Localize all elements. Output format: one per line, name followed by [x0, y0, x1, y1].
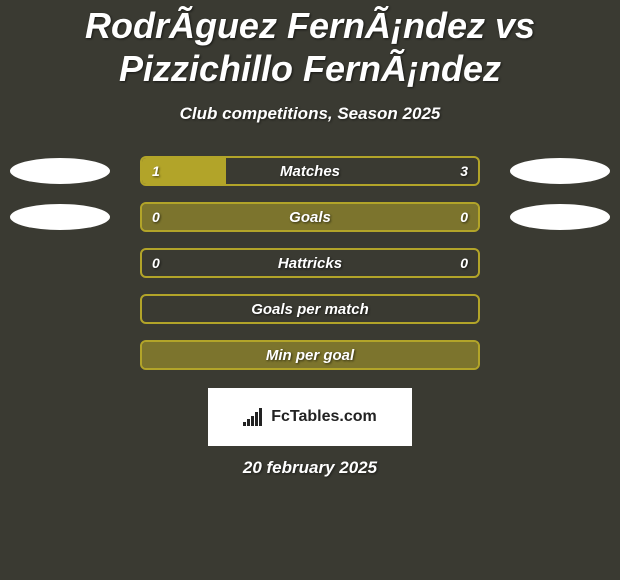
stat-bar: 0 0 Goals — [140, 202, 480, 232]
stat-label: Hattricks — [278, 255, 342, 272]
player-marker-left — [10, 158, 110, 184]
stat-row: 0 0 Goals — [0, 202, 620, 232]
stat-bar: 0 0 Hattricks — [140, 248, 480, 278]
logo-box: FcTables.com — [208, 388, 412, 446]
stat-bar: 1 3 Matches — [140, 156, 480, 186]
stat-label: Goals per match — [251, 301, 369, 318]
stat-row: 1 3 Matches — [0, 156, 620, 186]
stat-value-left: 0 — [152, 209, 160, 225]
stat-value-left: 1 — [152, 163, 160, 179]
logo-text: FcTables.com — [271, 408, 377, 426]
date-label: 20 february 2025 — [0, 458, 620, 478]
stat-bar: Min per goal — [140, 340, 480, 370]
page-title: RodrÃ­guez FernÃ¡ndez vs Pizzichillo Fer… — [0, 0, 620, 90]
stat-row: Goals per match — [0, 294, 620, 324]
subtitle: Club competitions, Season 2025 — [0, 104, 620, 124]
stat-label: Matches — [280, 163, 340, 180]
stat-row: 0 0 Hattricks — [0, 248, 620, 278]
stat-rows: 1 3 Matches 0 0 Goals 0 0 Hattricks Goals per mat… — [0, 156, 620, 370]
player-marker-left — [10, 204, 110, 230]
bar-chart-icon — [243, 408, 265, 426]
stat-label: Goals — [289, 209, 331, 226]
player-marker-right — [510, 158, 610, 184]
stat-bar: Goals per match — [140, 294, 480, 324]
stat-row: Min per goal — [0, 340, 620, 370]
stat-value-right: 0 — [460, 255, 468, 271]
comparison-canvas: RodrÃ­guez FernÃ¡ndez vs Pizzichillo Fer… — [0, 0, 620, 580]
stat-value-right: 3 — [460, 163, 468, 179]
stat-value-right: 0 — [460, 209, 468, 225]
stat-label: Min per goal — [266, 347, 354, 364]
player-marker-right — [510, 204, 610, 230]
stat-value-left: 0 — [152, 255, 160, 271]
